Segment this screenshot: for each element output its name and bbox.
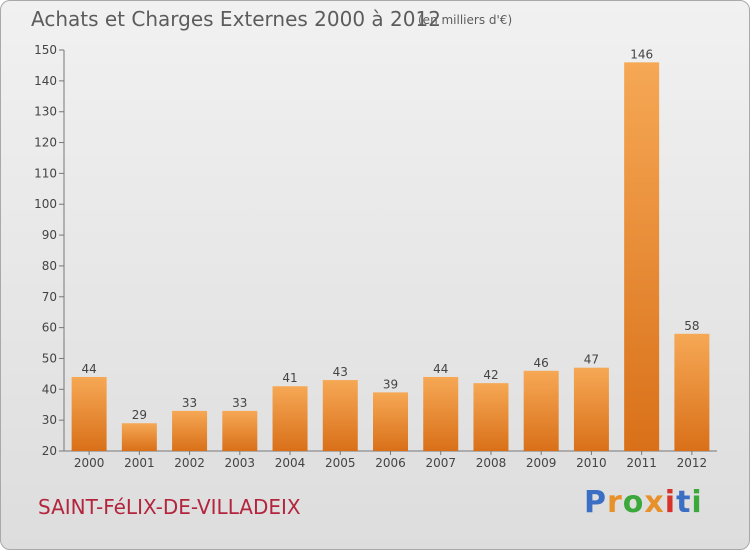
bar-2008[interactable] <box>473 383 509 451</box>
y-tick-label: 130 <box>34 105 57 119</box>
bar-value-label: 29 <box>132 408 147 422</box>
logo-letter: x <box>644 485 665 520</box>
bars: 44 29 33 33 41 43 39 44 42 46 47 146 58 <box>71 47 710 451</box>
y-tick-label: 50 <box>42 351 57 365</box>
y-tick-label: 150 <box>34 43 57 57</box>
bar-2010[interactable] <box>573 367 609 451</box>
x-tick-label: 2006 <box>375 456 406 470</box>
x-tick-label: 2008 <box>476 456 507 470</box>
bar-value-label: 42 <box>483 368 498 382</box>
bar-value-label: 146 <box>630 47 653 61</box>
x-tick-label: 2010 <box>576 456 607 470</box>
logo-letter: i <box>664 485 677 520</box>
bar-2012[interactable] <box>674 333 710 451</box>
y-tick-label: 60 <box>42 321 57 335</box>
y-tick-label: 140 <box>34 74 57 88</box>
logo-letter: r <box>607 485 623 520</box>
y-tick-label: 100 <box>34 197 57 211</box>
bar-2000[interactable] <box>71 376 107 451</box>
bar-value-label: 47 <box>584 353 599 367</box>
bar-value-label: 33 <box>232 396 247 410</box>
bar-2006[interactable] <box>373 392 408 451</box>
bar-2004[interactable] <box>272 386 308 451</box>
y-axis: 20 30 40 50 60 70 80 90 100 110 120 130 140 150 <box>34 43 65 458</box>
commune-name: SAINT-FéLIX-DE-VILLADEIX <box>38 495 301 519</box>
logo-letter: i <box>691 485 703 520</box>
bar-2003[interactable] <box>222 410 258 451</box>
x-tick-label: 2002 <box>174 456 205 470</box>
y-tick-label: 70 <box>42 290 57 304</box>
x-tick-label: 2011 <box>626 456 657 470</box>
chart-title: Achats et Charges Externes 2000 à 2012 <box>31 7 441 31</box>
logo-letter: o <box>622 485 645 520</box>
x-tick-label: 2009 <box>526 456 557 470</box>
bar-2001[interactable] <box>121 423 157 451</box>
bar-value-label: 44 <box>433 362 448 376</box>
bar-value-label: 44 <box>81 362 96 376</box>
y-tick-label: 120 <box>34 136 57 150</box>
x-tick-label: 2000 <box>74 456 105 470</box>
chart-unit-label: (en milliers d'€) <box>418 13 513 27</box>
x-tick-label: 2012 <box>677 456 708 470</box>
bar-value-label: 46 <box>534 356 549 370</box>
x-tick-label: 2001 <box>124 456 155 470</box>
bar-value-label: 41 <box>282 371 297 385</box>
bar-2005[interactable] <box>322 380 358 451</box>
x-tick-label: 2003 <box>225 456 256 470</box>
bar-2002[interactable] <box>172 410 208 451</box>
y-tick-label: 80 <box>42 259 57 273</box>
logo-letter: P <box>584 485 607 520</box>
y-tick-label: 30 <box>42 413 57 427</box>
bar-2009[interactable] <box>523 370 559 451</box>
bar-value-label: 33 <box>182 396 197 410</box>
logo-letter: t <box>676 485 692 520</box>
bar-value-label: 58 <box>684 319 699 333</box>
bar-2007[interactable] <box>423 376 459 451</box>
y-tick-label: 110 <box>34 166 57 180</box>
bar-value-label: 39 <box>383 377 398 391</box>
bar-2011[interactable] <box>624 62 660 451</box>
x-tick-label: 2004 <box>275 456 306 470</box>
y-tick-label: 90 <box>42 228 57 242</box>
y-tick-label: 20 <box>42 444 57 458</box>
x-axis: 2000 2001 2002 2003 2004 2005 2006 2007 2008 2009… <box>64 450 717 470</box>
bar-value-label: 43 <box>333 365 348 379</box>
proxiti-logo[interactable]: Proxiti <box>584 485 703 520</box>
y-tick-label: 40 <box>42 382 57 396</box>
x-tick-label: 2007 <box>425 456 456 470</box>
x-tick-label: 2005 <box>325 456 356 470</box>
